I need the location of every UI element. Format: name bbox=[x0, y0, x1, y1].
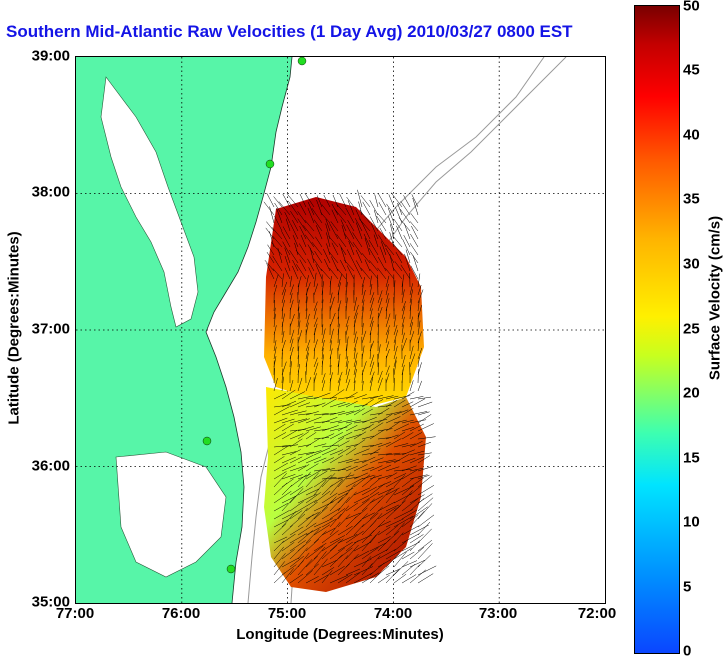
velocity-arrow bbox=[410, 534, 424, 543]
velocity-arrow bbox=[266, 222, 274, 231]
map-canvas bbox=[76, 57, 605, 603]
velocity-arrow bbox=[379, 202, 386, 215]
colorbar-tick: 35 bbox=[683, 191, 700, 208]
colorbar-tick: 25 bbox=[683, 321, 700, 338]
velocity-arrow bbox=[402, 561, 417, 567]
velocity-arrow bbox=[418, 540, 432, 551]
velocity-arrow bbox=[270, 206, 275, 223]
velocity-arrow bbox=[389, 194, 394, 207]
colorbar-tick: 40 bbox=[683, 127, 700, 144]
velocity-arrow bbox=[418, 529, 432, 543]
x-tick-label: 73:00 bbox=[479, 605, 517, 622]
velocity-arrow bbox=[378, 194, 386, 207]
velocity-arrow bbox=[418, 522, 430, 535]
x-tick-label: 75:00 bbox=[268, 605, 306, 622]
velocity-field-north bbox=[264, 197, 424, 407]
velocity-arrow bbox=[418, 369, 419, 383]
y-tick-label: 35:00 bbox=[32, 594, 70, 611]
radar-station[interactable] bbox=[266, 160, 274, 168]
x-tick-label: 76:00 bbox=[162, 605, 200, 622]
y-tick-label: 39:00 bbox=[32, 48, 70, 65]
colorbar-tick: 15 bbox=[683, 450, 700, 467]
map-panel[interactable] bbox=[75, 56, 606, 604]
velocity-arrow bbox=[413, 198, 418, 215]
velocity-arrow bbox=[401, 201, 410, 215]
velocity-arrow bbox=[404, 195, 411, 207]
y-tick-label: 36:00 bbox=[32, 458, 70, 475]
velocity-arrow bbox=[403, 239, 411, 255]
velocity-arrow bbox=[402, 564, 415, 575]
velocity-arrow bbox=[410, 399, 425, 407]
velocity-arrow bbox=[378, 575, 390, 583]
velocity-arrow bbox=[404, 223, 410, 239]
radar-station[interactable] bbox=[298, 57, 306, 65]
velocity-field-south bbox=[264, 387, 426, 592]
y-axis-label: Latitude (Degrees:Minutes) bbox=[6, 231, 23, 424]
colorbar-tick: 20 bbox=[683, 385, 700, 402]
colorbar-tick: 30 bbox=[683, 256, 700, 273]
velocity-arrow bbox=[274, 197, 282, 208]
velocity-arrow bbox=[378, 213, 387, 223]
velocity-arrow bbox=[410, 560, 425, 567]
colorbar-tick: 10 bbox=[683, 514, 700, 531]
colorbar bbox=[634, 5, 680, 654]
x-tick-label: 74:00 bbox=[374, 605, 412, 622]
x-tick-label: 72:00 bbox=[578, 605, 616, 622]
radar-station[interactable] bbox=[203, 437, 211, 445]
velocity-arrow bbox=[418, 414, 431, 423]
velocity-arrow bbox=[395, 207, 402, 223]
velocity-arrow bbox=[363, 202, 370, 215]
velocity-arrow bbox=[396, 226, 402, 239]
velocity-arrow bbox=[418, 381, 422, 391]
velocity-arrow bbox=[418, 574, 433, 583]
velocity-arrow bbox=[418, 402, 432, 407]
velocity-arrow bbox=[377, 216, 386, 231]
velocity-arrow bbox=[413, 255, 418, 271]
colorbar-tick: 0 bbox=[683, 643, 691, 660]
velocity-arrow bbox=[411, 213, 418, 223]
velocity-arrow bbox=[391, 193, 402, 207]
y-tick-label: 38:00 bbox=[32, 184, 70, 201]
colorbar-label: Surface Velocity (cm/s) bbox=[707, 216, 724, 380]
velocity-arrow bbox=[375, 194, 378, 207]
velocity-arrow bbox=[361, 196, 370, 208]
velocity-arrow bbox=[418, 503, 432, 519]
velocity-arrow bbox=[394, 237, 402, 247]
x-axis-label: Longitude (Degrees:Minutes) bbox=[236, 626, 444, 643]
velocity-arrow bbox=[418, 515, 434, 527]
colorbar-tick: 50 bbox=[683, 0, 700, 15]
y-tick-label: 37:00 bbox=[32, 321, 70, 338]
radar-station[interactable] bbox=[227, 565, 235, 573]
colorbar-tick: 45 bbox=[683, 62, 700, 79]
map-title: Southern Mid-Atlantic Raw Velocities (1 … bbox=[6, 22, 573, 42]
velocity-arrow bbox=[394, 561, 408, 575]
velocity-arrow bbox=[418, 566, 436, 575]
velocity-arrow bbox=[398, 203, 403, 215]
velocity-arrow bbox=[357, 190, 362, 207]
velocity-arrow bbox=[410, 570, 426, 583]
velocity-arrow bbox=[267, 193, 274, 207]
colorbar-tick: 5 bbox=[683, 579, 691, 596]
